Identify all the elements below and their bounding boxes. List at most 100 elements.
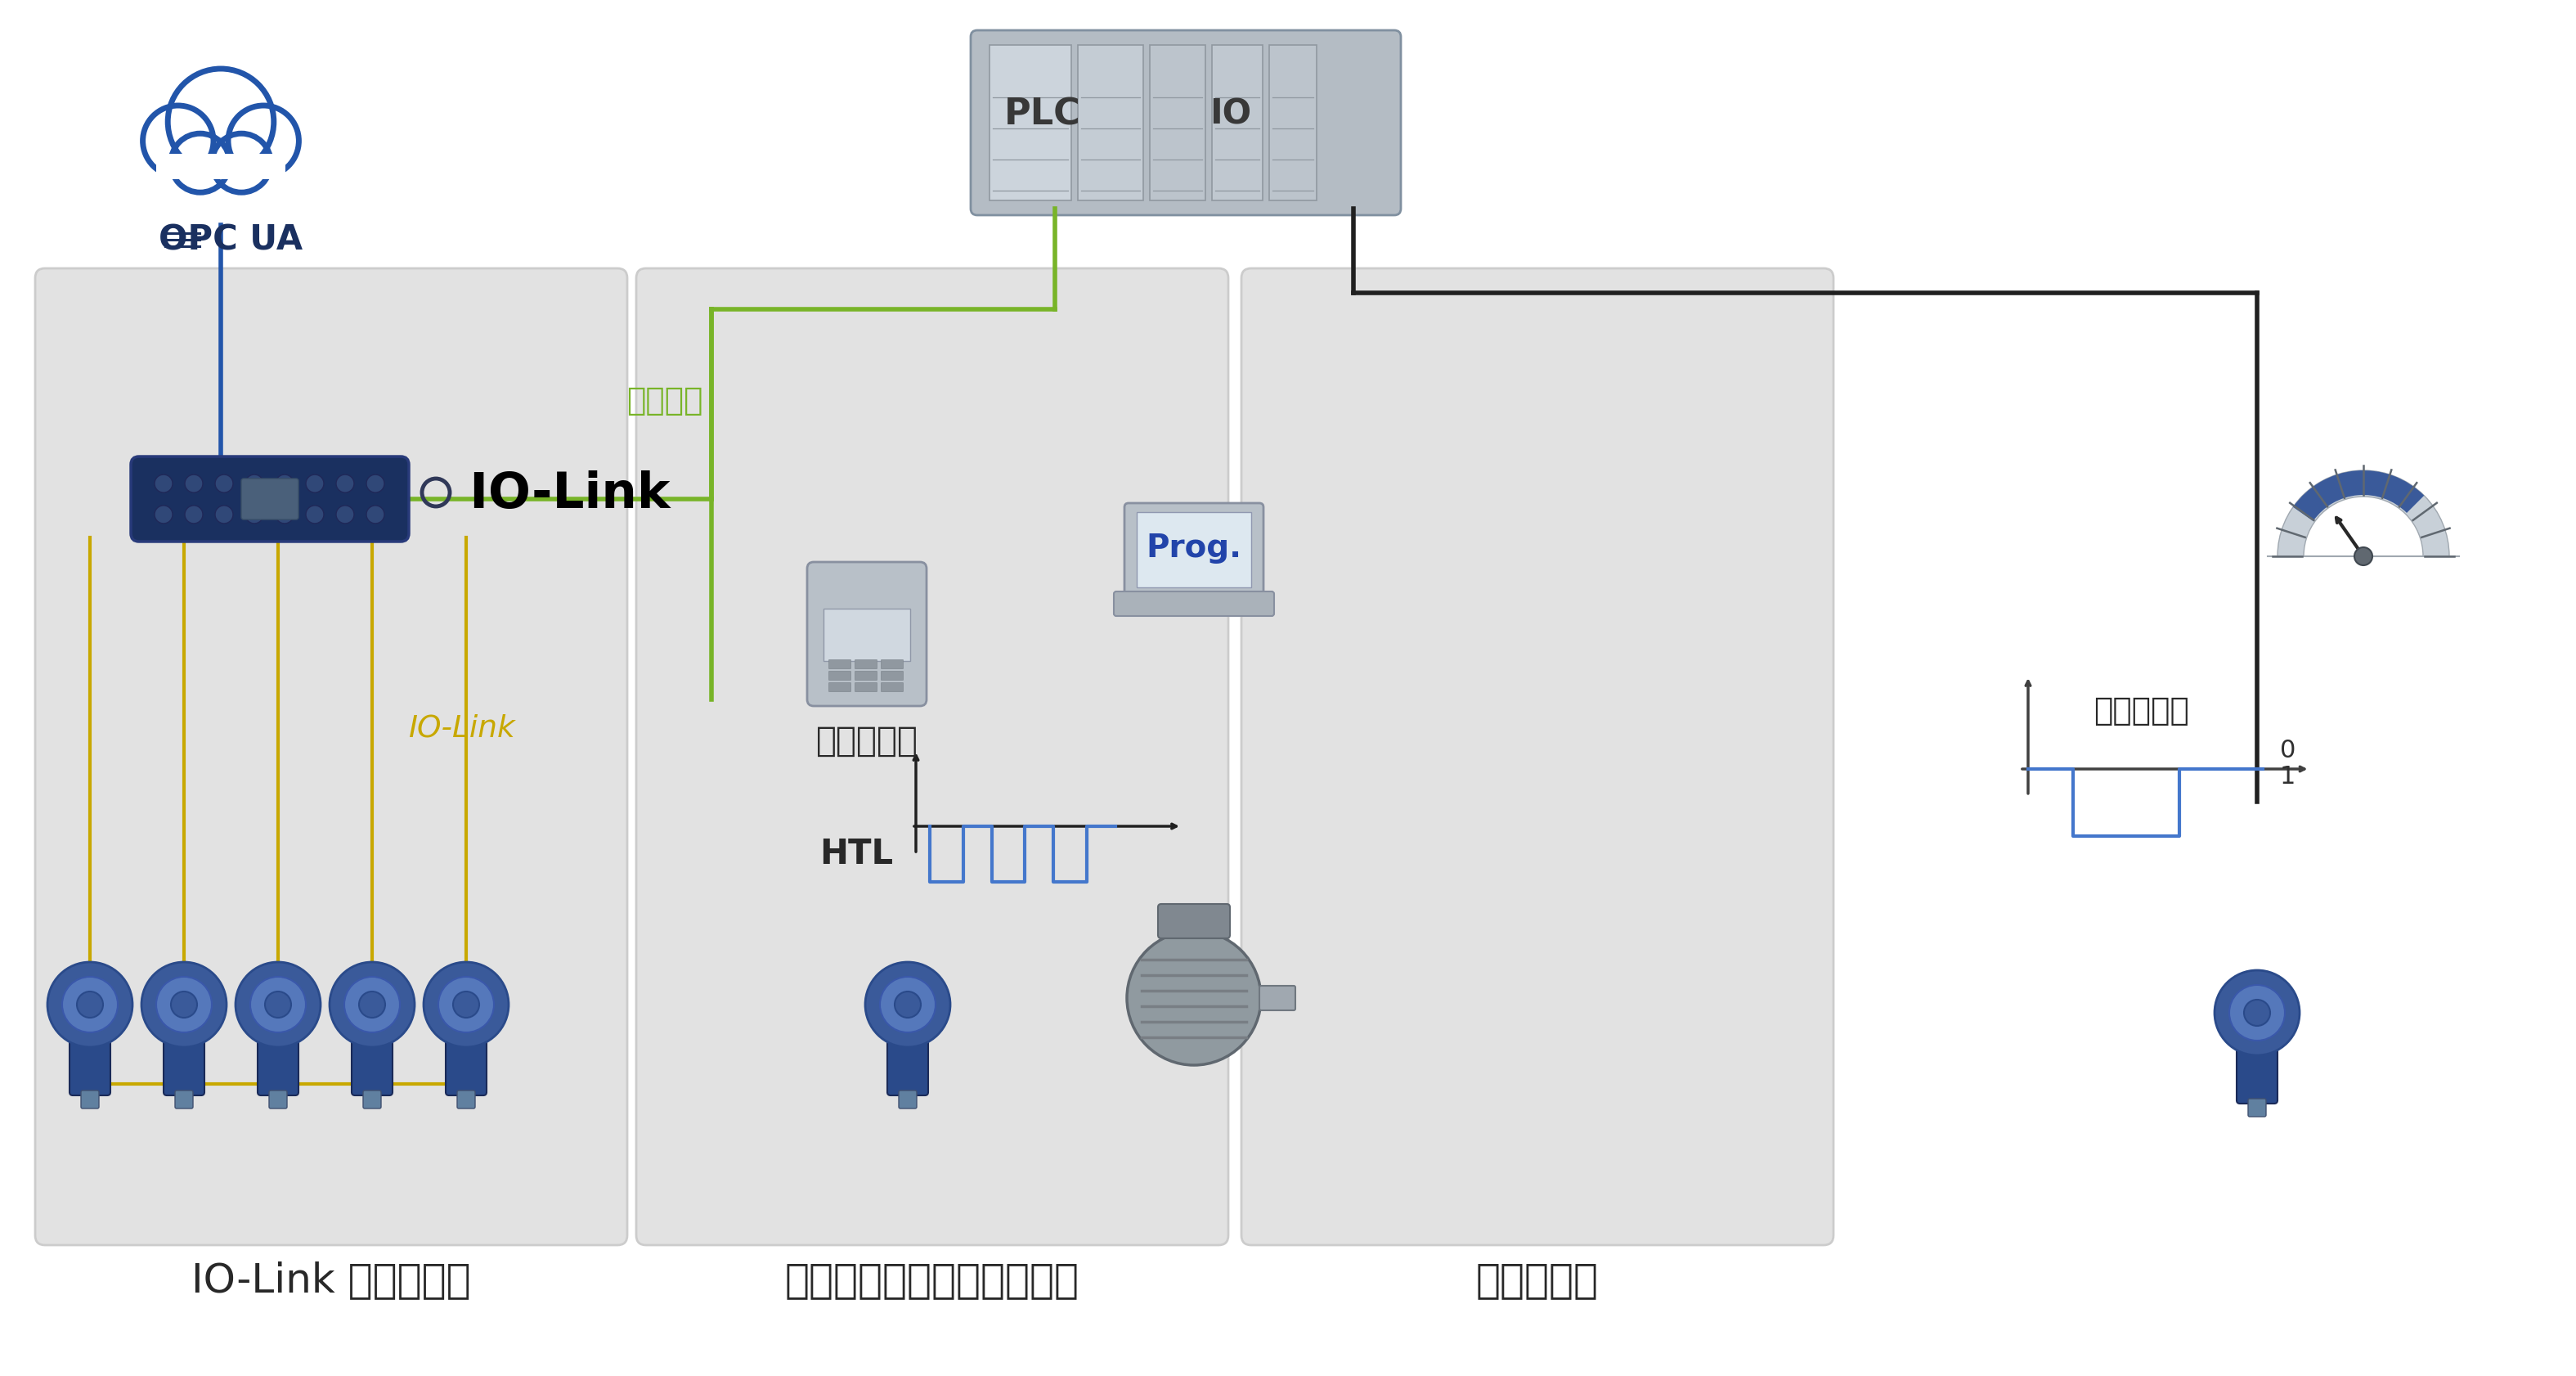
Circle shape: [453, 992, 479, 1018]
FancyBboxPatch shape: [829, 682, 850, 692]
Circle shape: [422, 962, 507, 1047]
Circle shape: [330, 962, 415, 1047]
Text: 参数可设置的增量式编码器: 参数可设置的增量式编码器: [786, 1260, 1079, 1300]
Wedge shape: [2293, 471, 2424, 522]
FancyBboxPatch shape: [1113, 592, 1275, 616]
Circle shape: [366, 505, 384, 523]
FancyBboxPatch shape: [175, 1091, 193, 1109]
Circle shape: [307, 475, 325, 493]
FancyBboxPatch shape: [881, 659, 904, 669]
FancyBboxPatch shape: [2249, 1098, 2267, 1117]
FancyBboxPatch shape: [258, 1011, 299, 1095]
FancyBboxPatch shape: [1159, 904, 1229, 938]
FancyBboxPatch shape: [886, 1011, 927, 1095]
Text: 转速监测器: 转速监测器: [1476, 1260, 1600, 1300]
FancyBboxPatch shape: [971, 30, 1401, 215]
Text: OPC UA: OPC UA: [160, 223, 301, 257]
FancyBboxPatch shape: [989, 45, 1072, 201]
Text: IO-Link 接口编码器: IO-Link 接口编码器: [191, 1260, 471, 1300]
Text: Prog.: Prog.: [1146, 533, 1242, 564]
FancyBboxPatch shape: [1260, 985, 1296, 1010]
FancyBboxPatch shape: [636, 268, 1229, 1245]
Circle shape: [276, 475, 294, 493]
Circle shape: [234, 962, 319, 1047]
Text: IO-Link: IO-Link: [410, 713, 515, 743]
FancyBboxPatch shape: [242, 479, 299, 520]
FancyBboxPatch shape: [855, 659, 876, 669]
Circle shape: [157, 977, 211, 1032]
FancyBboxPatch shape: [446, 1011, 487, 1095]
Circle shape: [335, 505, 353, 523]
FancyBboxPatch shape: [1270, 45, 1316, 201]
FancyBboxPatch shape: [881, 682, 904, 692]
FancyBboxPatch shape: [855, 682, 876, 692]
FancyBboxPatch shape: [2236, 1020, 2277, 1104]
Circle shape: [307, 505, 325, 523]
Text: IO: IO: [1211, 96, 1252, 131]
Circle shape: [881, 977, 935, 1032]
Text: IO-Link: IO-Link: [453, 471, 670, 519]
Circle shape: [214, 505, 232, 523]
FancyBboxPatch shape: [70, 1011, 111, 1095]
FancyBboxPatch shape: [80, 1091, 98, 1109]
FancyBboxPatch shape: [36, 268, 626, 1245]
Text: 开关量输出: 开关量输出: [2094, 695, 2190, 727]
FancyBboxPatch shape: [829, 659, 850, 669]
Text: 1: 1: [2280, 765, 2295, 788]
FancyBboxPatch shape: [824, 608, 909, 660]
FancyBboxPatch shape: [1149, 45, 1206, 201]
Text: 0: 0: [2280, 739, 2295, 762]
Circle shape: [2228, 985, 2285, 1040]
FancyBboxPatch shape: [1077, 45, 1144, 201]
Circle shape: [1126, 932, 1262, 1065]
Circle shape: [366, 475, 384, 493]
Circle shape: [77, 992, 103, 1018]
Circle shape: [245, 505, 263, 523]
FancyBboxPatch shape: [456, 1091, 474, 1109]
Circle shape: [335, 475, 353, 493]
Circle shape: [155, 475, 173, 493]
Circle shape: [185, 475, 204, 493]
Circle shape: [894, 992, 920, 1018]
FancyBboxPatch shape: [268, 1091, 286, 1109]
Circle shape: [211, 133, 270, 193]
FancyBboxPatch shape: [855, 671, 876, 680]
FancyBboxPatch shape: [881, 671, 904, 680]
Circle shape: [438, 977, 495, 1032]
Circle shape: [276, 505, 294, 523]
Circle shape: [245, 475, 263, 493]
Circle shape: [2354, 548, 2372, 566]
Circle shape: [358, 992, 386, 1018]
Text: 电机控制器: 电机控制器: [817, 724, 917, 758]
Circle shape: [214, 475, 232, 493]
FancyBboxPatch shape: [162, 1011, 204, 1095]
Circle shape: [155, 505, 173, 523]
Circle shape: [866, 962, 951, 1047]
Circle shape: [2244, 1000, 2269, 1026]
Circle shape: [46, 962, 131, 1047]
FancyBboxPatch shape: [363, 1091, 381, 1109]
Circle shape: [142, 106, 214, 176]
Circle shape: [170, 992, 198, 1018]
Circle shape: [185, 505, 204, 523]
Circle shape: [2215, 970, 2300, 1055]
FancyBboxPatch shape: [157, 153, 286, 179]
Circle shape: [170, 133, 229, 193]
FancyBboxPatch shape: [1126, 504, 1262, 600]
FancyBboxPatch shape: [131, 457, 410, 542]
Circle shape: [345, 977, 399, 1032]
FancyBboxPatch shape: [1211, 45, 1262, 201]
FancyBboxPatch shape: [353, 1011, 392, 1095]
FancyBboxPatch shape: [806, 561, 927, 706]
Text: PLC: PLC: [1005, 96, 1082, 132]
Circle shape: [62, 977, 118, 1032]
FancyBboxPatch shape: [829, 671, 850, 680]
Circle shape: [142, 962, 227, 1047]
Circle shape: [229, 106, 299, 176]
FancyBboxPatch shape: [1136, 512, 1252, 588]
Text: 现场总线: 现场总线: [626, 385, 703, 417]
Text: HTL: HTL: [819, 837, 894, 871]
FancyBboxPatch shape: [1242, 268, 1834, 1245]
Circle shape: [167, 69, 273, 175]
Wedge shape: [2277, 471, 2450, 556]
